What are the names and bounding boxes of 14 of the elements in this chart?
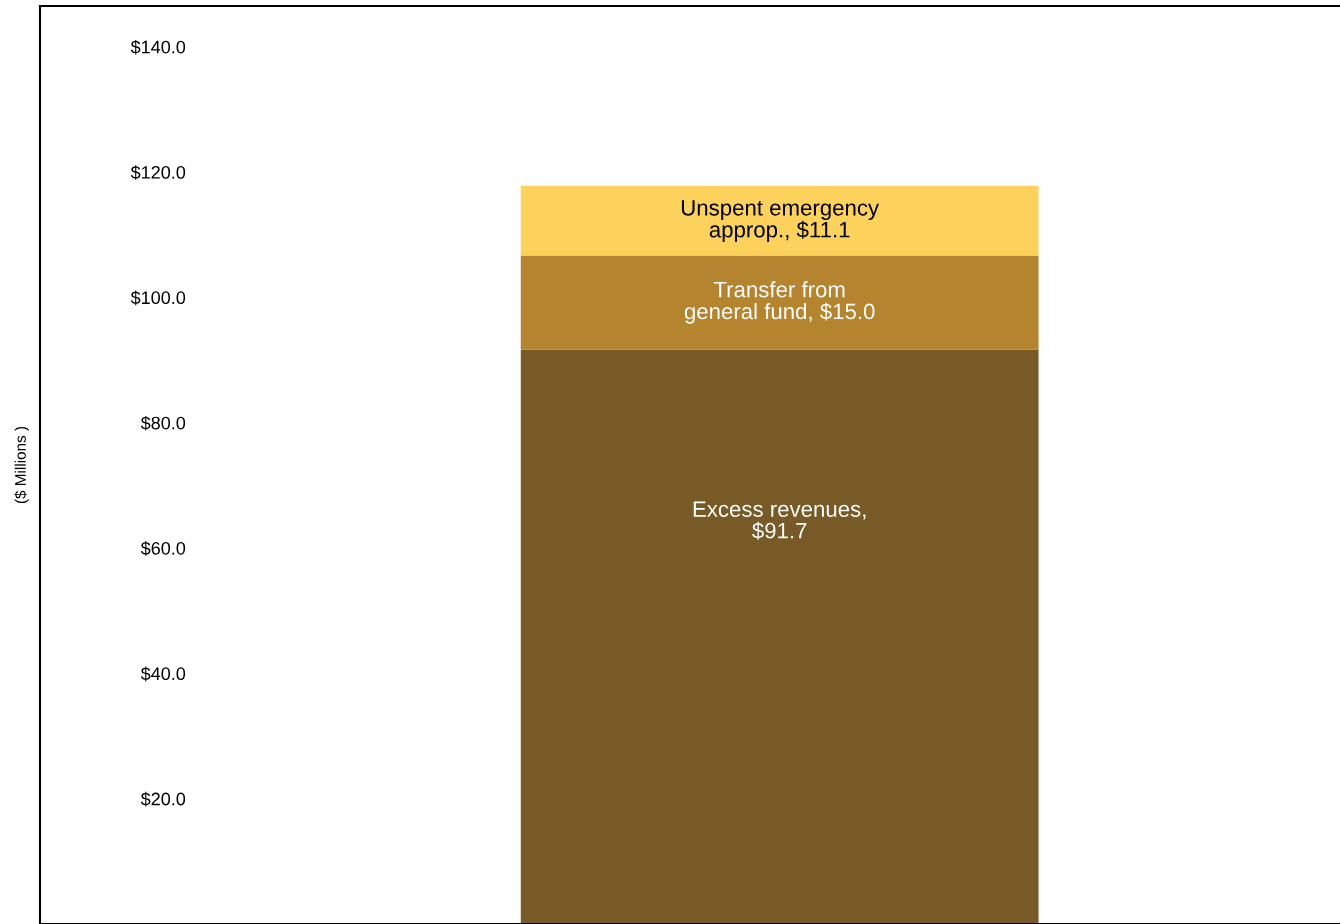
data-label: Transfer from general fund, $15.0 (684, 281, 875, 324)
y-tick-label: $80.0 (140, 415, 186, 431)
y-tick-label: $140.0 (130, 39, 186, 55)
data-label: Excess revenues, $91.7 (693, 501, 866, 540)
y-axis-title: ($ Millions ) (14, 426, 29, 504)
y-tick-label: $60.0 (140, 541, 186, 556)
data-label: Unspent emergency approp., $11.1 (681, 200, 880, 242)
bar (520, 349, 1039, 924)
y-tick-label: $120.0 (130, 165, 186, 180)
y-tick-label: $20.0 (140, 791, 186, 807)
bar (520, 255, 1039, 350)
y-tick-label: $100.0 (130, 290, 186, 306)
y-tick-label: $40.0 (140, 666, 186, 682)
bar (520, 185, 1039, 256)
